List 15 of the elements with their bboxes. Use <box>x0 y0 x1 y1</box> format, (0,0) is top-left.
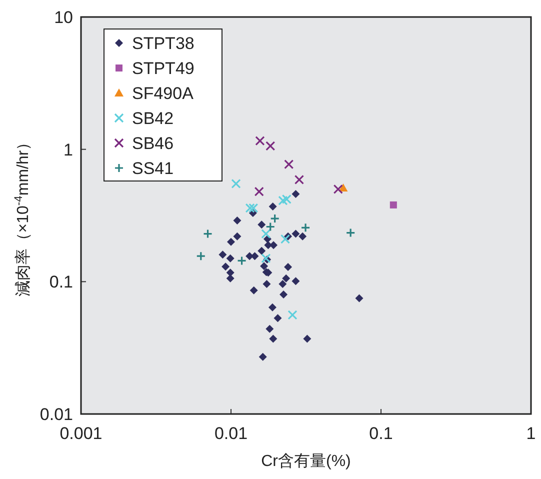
x-axis-title: Cr含有量(%) <box>261 452 351 470</box>
legend-label: SS41 <box>132 159 174 178</box>
x-tick-label: 0.1 <box>369 424 393 443</box>
y-tick-label: 0.1 <box>49 272 73 292</box>
y-tick-label: 1 <box>64 140 73 160</box>
legend-label: SB46 <box>132 134 174 153</box>
legend-label: STPT38 <box>132 34 194 53</box>
y-tick-label: 0.01 <box>40 405 73 424</box>
y-tick-label: 10 <box>54 8 73 27</box>
x-tick-label: 0.01 <box>214 424 248 443</box>
legend-label: STPT49 <box>132 59 194 78</box>
legend-label: SB42 <box>132 109 174 128</box>
x-tick-label: 0.001 <box>60 424 102 443</box>
legend-label: SF490A <box>132 84 194 103</box>
x-tick-label: 1 <box>526 424 536 443</box>
